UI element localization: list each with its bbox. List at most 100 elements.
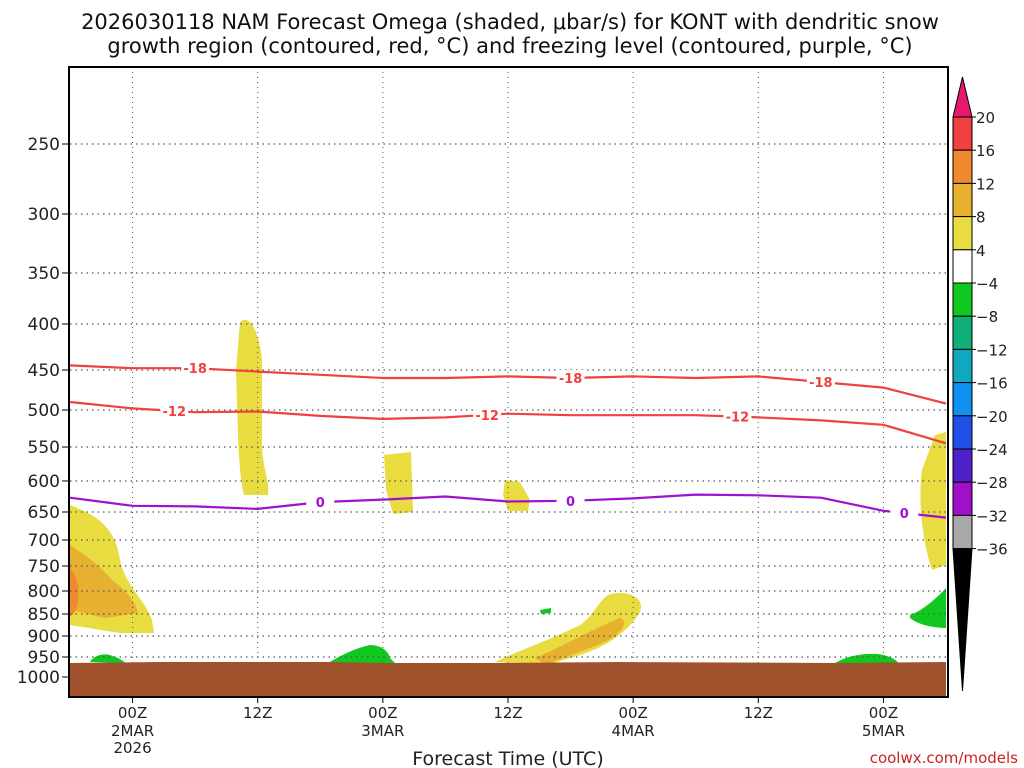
contour-label: 0 — [900, 507, 909, 522]
isotherm-0-line — [69, 493, 947, 519]
colorbar-tick-label: −8 — [976, 308, 998, 326]
y-tick-label: 500 — [28, 401, 60, 421]
x-date-label: 3MAR — [361, 722, 404, 740]
x-tick-label: 12Z — [744, 704, 773, 722]
omega-region-green — [540, 608, 551, 614]
chart-text: 2026030118 NAM Forecast Omega (shaded, μ… — [81, 10, 1018, 768]
x-axis-title: Forecast Time (UTC) — [412, 748, 603, 768]
colorbar-swatch — [952, 149, 973, 184]
colorbar-swatch — [952, 382, 973, 417]
contour-label-bg — [160, 402, 189, 418]
contour-label: 0 — [316, 496, 325, 511]
contour-label: -18 — [183, 362, 207, 377]
x-tick-label: 00Z — [368, 704, 397, 722]
contour-label: 0 — [566, 495, 575, 510]
y-tick-label: 800 — [28, 582, 60, 602]
contour-label-bg — [556, 492, 585, 508]
colorbar-tick-label: 16 — [976, 142, 995, 160]
contour-label: -18 — [809, 376, 833, 391]
x-date-label: 5MAR — [862, 722, 905, 740]
contour-label: -12 — [475, 409, 499, 424]
contour-label: -12 — [163, 405, 187, 420]
contour-label: -18 — [559, 372, 583, 387]
colorbar-tick-label: −36 — [976, 541, 1008, 559]
omega-region-yellow — [236, 319, 269, 495]
x-tick-label: 00Z — [869, 704, 898, 722]
colorbar-top-arrow — [952, 76, 973, 118]
colorbar-tick-label: −24 — [976, 441, 1008, 459]
contour-label-bg — [890, 505, 919, 521]
colorbar-swatch — [952, 348, 973, 384]
y-tick-label: 700 — [28, 531, 60, 551]
colorbar-tick-label: −32 — [976, 507, 1008, 525]
y-tick-label: 750 — [28, 557, 60, 577]
x-date-label: 4MAR — [612, 722, 655, 740]
colorbar-swatch — [952, 116, 973, 151]
omega-region-yellow — [384, 452, 413, 514]
colorbar-swatch — [952, 514, 973, 550]
colorbar-swatch — [952, 315, 973, 350]
colorbar-tick-label: −20 — [976, 408, 1008, 426]
y-tick-label: 600 — [28, 472, 60, 492]
y-tick-label: 250 — [28, 135, 60, 155]
omega-region-green — [835, 653, 898, 663]
x-tick-label: 00Z — [118, 704, 147, 722]
y-tick-label: 900 — [28, 627, 60, 647]
omega-region-gold — [70, 545, 138, 618]
y-tick-label: 850 — [28, 605, 60, 625]
y-tick-label: 1000 — [17, 668, 60, 688]
omega-region-green — [910, 588, 946, 628]
y-tick-label: 950 — [28, 648, 60, 668]
omega-region-green — [90, 654, 125, 663]
colorbar-tick-label: 8 — [976, 209, 986, 227]
colorbar-swatch — [952, 448, 973, 483]
colorbar-bottom-arrow — [952, 548, 973, 692]
colorbar-tick-label: −12 — [976, 341, 1008, 359]
contour-label-bg — [806, 374, 835, 389]
site-credit: coolwx.com/models — [870, 749, 1018, 767]
omega-region-yellow — [503, 480, 530, 511]
contour-label-bg — [723, 408, 752, 424]
x-tick-label: 12Z — [243, 704, 272, 722]
isotherm-minus12-line — [69, 400, 947, 445]
colorbar-swatch — [952, 182, 973, 218]
y-tick-label: 350 — [28, 264, 60, 284]
contour-label-bg — [556, 370, 585, 385]
colorbar-swatch — [952, 415, 973, 450]
omega-region-green — [328, 645, 395, 663]
colorbar-swatch — [952, 216, 973, 251]
y-tick-label: 650 — [28, 503, 60, 523]
chart-title-line-2: growth region (contoured, red, °C) and f… — [107, 34, 912, 58]
contour-label-bg — [473, 406, 502, 422]
x-tick-label: 12Z — [493, 704, 522, 722]
x-year-label: 2026 — [113, 739, 151, 757]
y-axis: 2503003504004505005506006507007508008509… — [17, 135, 69, 688]
x-date-label: 2MAR — [111, 722, 154, 740]
y-tick-label: 450 — [28, 361, 60, 381]
contour-label-bg — [306, 494, 335, 510]
colorbar-tick-label: −4 — [976, 275, 998, 293]
colorbar-tick-label: 4 — [976, 242, 986, 260]
isotherm-lines: -18 -18 -18 -12 -12 -12 0 0 0 — [69, 360, 947, 522]
colorbar-swatch — [952, 249, 973, 284]
omega-region-orange — [70, 568, 79, 616]
colorbar-tick-label: 20 — [976, 109, 995, 127]
colorbar-tick-label: 12 — [976, 175, 995, 193]
chart-title-line-1: 2026030118 NAM Forecast Omega (shaded, μ… — [81, 10, 939, 34]
omega-region-gold — [535, 618, 625, 664]
omega-region-yellow — [495, 592, 641, 664]
colorbar-tick-label: −28 — [976, 474, 1008, 492]
omega-region-yellow — [920, 432, 946, 570]
isotherm-minus18-line — [69, 364, 947, 405]
x-tick-label: 00Z — [618, 704, 647, 722]
y-tick-label: 400 — [28, 315, 60, 335]
ground-surface — [70, 662, 946, 696]
colorbar-swatch — [952, 481, 973, 516]
y-tick-label: 300 — [28, 205, 60, 225]
colorbar-swatch — [952, 282, 973, 317]
terrain-surface — [70, 662, 946, 696]
y-tick-label: 550 — [28, 438, 60, 458]
colorbar: 20 16 12 8 4 −4 −8 −12 −16 −20 −24 −28 −32 −36 — [952, 76, 1008, 692]
